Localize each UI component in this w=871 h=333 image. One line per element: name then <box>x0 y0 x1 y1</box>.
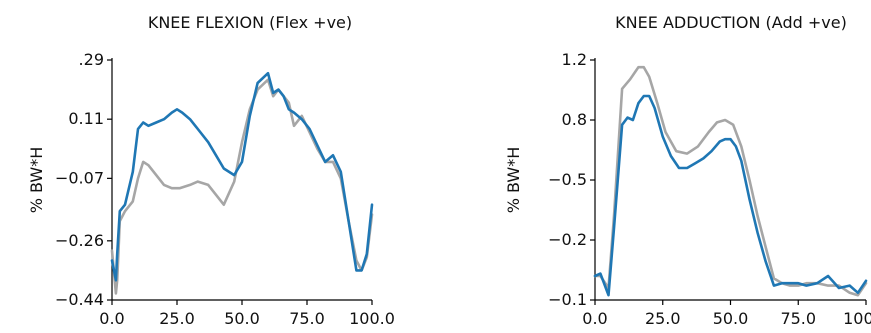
chart-1: KNEE FLEXION (Flex +ve) % BW*H .29 0.11 −0.0… <box>27 13 395 328</box>
chart-1-series-2-line <box>112 73 372 280</box>
chart-1-y-tick-label: −0.44 <box>55 290 104 309</box>
chart-1-y-tick-label: 0.11 <box>68 109 104 128</box>
chart-2-x-tick-label: 0.0 <box>582 309 607 328</box>
chart-2-x-tick-label: 50.0 <box>713 309 749 328</box>
chart-1-y-tick-label: −0.26 <box>55 231 104 250</box>
chart-1-y-tick-label: −0.07 <box>55 168 104 187</box>
chart-1-title: KNEE FLEXION (Flex +ve) <box>148 13 352 32</box>
chart-2-y-tick-label: −0.2 <box>548 230 587 249</box>
chart-2-y-tick-label: −0.5 <box>548 170 587 189</box>
chart-1-y-axis-label: % BW*H <box>27 147 46 214</box>
chart-1-x-tick-label: 0.0 <box>99 309 124 328</box>
chart-2-title: KNEE ADDUCTION (Add +ve) <box>615 13 847 32</box>
chart-2-y-axis-label: % BW*H <box>504 147 523 214</box>
chart-2-series-1-line <box>595 67 866 295</box>
chart-2-y-tick-label: 0.8 <box>562 110 587 129</box>
chart-2-y-tick-label: −0.1 <box>548 290 587 309</box>
chart-1-x-tick-label: 75.0 <box>289 309 325 328</box>
chart-1-y-tick-label: .29 <box>79 50 104 69</box>
chart-2-y-tick-label: 1.2 <box>562 50 587 69</box>
chart-1-series-1-line <box>112 80 372 294</box>
chart-2: KNEE ADDUCTION (Add +ve) % BW*H 1.2 0.8 −0.5… <box>504 13 871 328</box>
chart-1-x-tick-label: 100.0 <box>349 309 395 328</box>
chart-2-series-2-line <box>595 96 866 295</box>
chart-2-x-tick-label: 100.0 <box>843 309 871 328</box>
chart-2-x-tick-label: 75.0 <box>780 309 816 328</box>
chart-1-x-tick-label: 50.0 <box>224 309 260 328</box>
chart-2-x-tick-label: 25.0 <box>645 309 681 328</box>
chart-1-x-tick-label: 25.0 <box>159 309 195 328</box>
